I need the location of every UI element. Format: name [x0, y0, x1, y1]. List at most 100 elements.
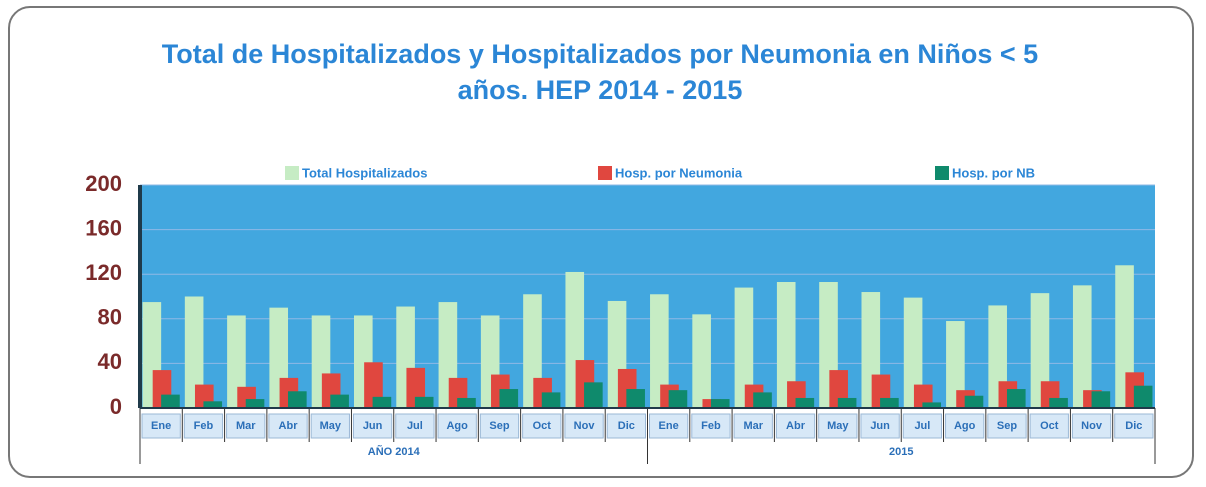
x-tick-label: Nov [1081, 420, 1103, 432]
x-tick-box [1029, 413, 1069, 439]
x-tick-box [606, 413, 646, 439]
x-tick-box [268, 413, 308, 439]
x-tick-box [352, 413, 393, 439]
x-tick-label: Sep [489, 420, 509, 432]
x-tick-box [733, 413, 773, 439]
bar [922, 402, 942, 408]
legend-label: Hosp. por NB [952, 165, 1035, 180]
x-tick-box [564, 413, 604, 439]
x-tick-box [1071, 413, 1112, 439]
x-tick-label: Nov [574, 420, 596, 432]
y-tick-label: 120 [85, 260, 122, 285]
y-tick-label: 160 [85, 215, 122, 240]
bar [364, 362, 383, 408]
x-tick-box [183, 413, 224, 439]
bar [372, 396, 392, 408]
bar [1133, 385, 1153, 408]
bar [457, 397, 476, 408]
bar [734, 287, 754, 408]
x-tick-label: Feb [701, 420, 721, 432]
bar [288, 391, 307, 408]
x-tick-box [945, 413, 985, 439]
bar [837, 397, 857, 408]
bar [541, 392, 561, 408]
x-tick-label: Ene [659, 420, 679, 432]
bar [880, 397, 899, 408]
x-tick-label: Dic [1125, 420, 1142, 432]
chart-frame [8, 6, 1194, 478]
y-tick-label: 0 [110, 394, 122, 419]
x-tick-label: Abr [279, 420, 299, 432]
bar [1006, 389, 1026, 408]
bar [692, 314, 711, 408]
bar [1030, 293, 1050, 408]
x-tick-label: Feb [194, 420, 214, 432]
x-tick-label: Oct [533, 420, 552, 432]
plot-area [140, 185, 1155, 408]
x-tick-label: Abr [786, 420, 806, 432]
bar [245, 399, 265, 408]
x-tick-box [902, 413, 943, 439]
bar [499, 389, 519, 408]
x-tick-box [1114, 413, 1154, 439]
bar [964, 395, 984, 408]
chart-title: Total de Hospitalizados y Hospitalizados… [161, 39, 1039, 105]
bar [913, 384, 933, 408]
x-tick-box [479, 413, 520, 439]
y-tick-label: 80 [98, 305, 122, 330]
x-tick-box [691, 413, 731, 439]
bar [1072, 285, 1092, 408]
legend-swatch [935, 166, 949, 180]
x-tick-box [226, 413, 266, 439]
bar [946, 321, 965, 408]
y-tick-label: 200 [85, 171, 122, 196]
legend-label: Hosp. por Neumonia [615, 165, 743, 180]
x-tick-box [775, 413, 816, 439]
bar [1091, 391, 1111, 408]
bar [795, 397, 815, 408]
y-tick-label: 40 [98, 349, 122, 374]
x-tick-label: Jul [914, 420, 930, 432]
legend-label: Total Hospitalizados [302, 165, 427, 180]
bar [903, 297, 923, 408]
bar [776, 282, 796, 408]
x-tick-box [649, 413, 689, 439]
x-tick-label: May [320, 420, 342, 432]
bar [710, 399, 730, 408]
bar [414, 396, 434, 408]
x-tick-label: Jun [870, 420, 890, 432]
bar [330, 394, 349, 408]
x-tick-box [437, 413, 477, 439]
x-tick-label: Jun [363, 420, 383, 432]
x-tick-label: Dic [618, 420, 635, 432]
x-tick-box [395, 413, 435, 439]
x-tick-label: Sep [997, 420, 1017, 432]
x-tick-box [860, 413, 900, 439]
bar [1049, 397, 1068, 408]
legend-swatch [598, 166, 612, 180]
bar [626, 389, 645, 408]
x-tick-label: Mar [236, 420, 256, 432]
x-tick-label: Jul [407, 420, 423, 432]
x-tick-label: Ene [151, 420, 171, 432]
legend-swatch [285, 166, 299, 180]
bar [203, 401, 223, 408]
x-tick-box [310, 413, 350, 439]
bar [227, 315, 246, 408]
bar [161, 394, 180, 408]
bar [753, 392, 772, 408]
x-tick-box [818, 413, 858, 439]
bar [584, 382, 603, 408]
x-tick-label: Ago [446, 420, 468, 432]
bar [650, 294, 669, 408]
x-tick-box [522, 413, 562, 439]
x-tick-label: May [827, 420, 849, 432]
bar [184, 296, 204, 408]
x-tick-label: Ago [954, 420, 976, 432]
x-tick-box [141, 413, 181, 439]
group-label: AÑO 2014 [368, 445, 421, 458]
bar [668, 390, 688, 408]
x-tick-box [987, 413, 1027, 439]
